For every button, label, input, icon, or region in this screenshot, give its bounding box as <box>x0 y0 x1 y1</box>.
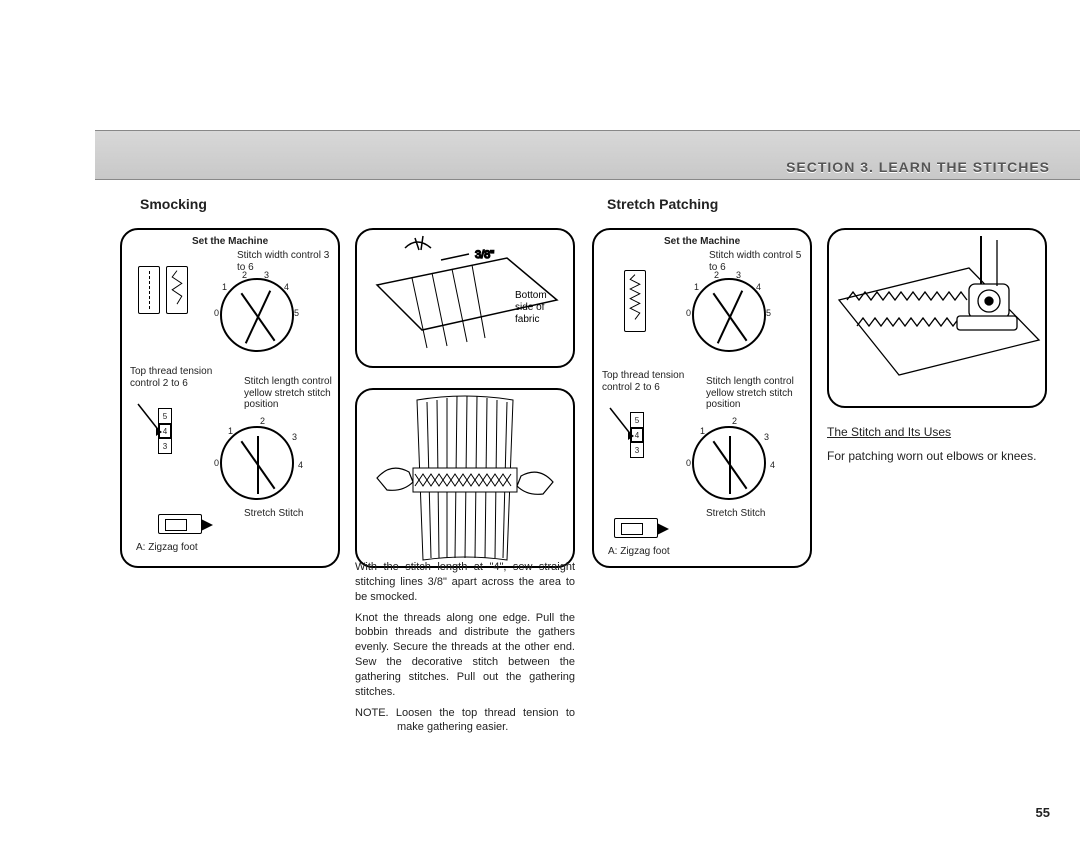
length-dial <box>220 426 294 500</box>
dial-num-5a: 5 <box>294 308 299 318</box>
topic-smocking: Smocking <box>140 196 207 212</box>
tension-gauge: 5 4 3 <box>158 408 178 468</box>
stitch-icon-diamond <box>166 266 188 314</box>
stitch-uses-heading: The Stitch and Its Uses <box>827 423 1047 441</box>
stitch-uses-body: For patching worn out elbows or knees. <box>827 447 1047 465</box>
instructions-note: NOTE. Loosen the top thread tension to m… <box>355 706 575 736</box>
tension-label: Top thread tension control 2 to 6 <box>130 366 230 389</box>
page-number: 55 <box>1036 805 1050 820</box>
panel-stretch-settings: Set the Machine Stitch width control 5 t… <box>592 228 812 568</box>
tension-gauge-d: 5 4 3 <box>630 412 650 472</box>
panel-gathered <box>355 388 575 568</box>
width-dial-d <box>692 278 766 352</box>
length-dial-d <box>692 426 766 500</box>
svg-text:Bottom: Bottom <box>515 290 547 301</box>
stitch-uses-block: The Stitch and Its Uses For patching wor… <box>827 423 1047 465</box>
patch-illustration <box>829 230 1045 406</box>
length-label: Stitch length control yellow stretch sti… <box>244 376 336 411</box>
svg-text:3/8": 3/8" <box>475 249 494 261</box>
stitch-icon-straight <box>138 266 160 314</box>
width-dial <box>220 278 294 352</box>
panel-patch-illustration <box>827 228 1047 408</box>
tension-label-d: Top thread tension control 2 to 6 <box>602 370 702 393</box>
gathered-illustration <box>357 390 573 566</box>
dial-num-2a: 2 <box>242 270 247 280</box>
stretch-label-d: Stretch Stitch <box>706 508 765 520</box>
stitch-icon-serpentine <box>624 270 646 332</box>
dial-num-4a: 4 <box>284 282 289 292</box>
stretch-label: Stretch Stitch <box>244 508 303 520</box>
header-band: SECTION 3. LEARN THE STITCHES <box>95 130 1080 180</box>
set-machine-title: Set the Machine <box>192 236 268 248</box>
svg-text:fabric: fabric <box>515 314 539 325</box>
length-label-d: Stitch length control yellow stretch sti… <box>706 376 806 411</box>
panel-smocking-settings: Set the Machine Stitch width control 3 t… <box>120 228 340 568</box>
dial-num-0a: 0 <box>214 308 219 318</box>
section-title: SECTION 3. LEARN THE STITCHES <box>786 159 1050 175</box>
panel-fabric-lines: 3/8" Bottom side of fabric <box>355 228 575 368</box>
set-machine-title-d: Set the Machine <box>664 236 740 248</box>
foot-label-d: A: Zigzag foot <box>608 546 670 558</box>
instructions-p2: Knot the threads along one edge. Pull th… <box>355 611 575 700</box>
topic-stretch-patching: Stretch Patching <box>607 196 718 212</box>
zigzag-foot-icon <box>158 514 202 534</box>
dial-num-3a: 3 <box>264 270 269 280</box>
width-label-d: Stitch width control 5 to 6 <box>709 250 804 273</box>
svg-text:side of: side of <box>515 302 545 313</box>
foot-label: A: Zigzag foot <box>136 542 198 554</box>
instructions-p1: With the stitch length at "4", sew strai… <box>355 560 575 605</box>
dial-num-1a: 1 <box>222 282 227 292</box>
instructions-block: With the stitch length at "4", sew strai… <box>355 560 575 741</box>
width-label: Stitch width control 3 to 6 <box>237 250 332 273</box>
zigzag-foot-icon-d <box>614 518 658 538</box>
fabric-lines-illustration: 3/8" Bottom side of fabric <box>357 230 573 366</box>
